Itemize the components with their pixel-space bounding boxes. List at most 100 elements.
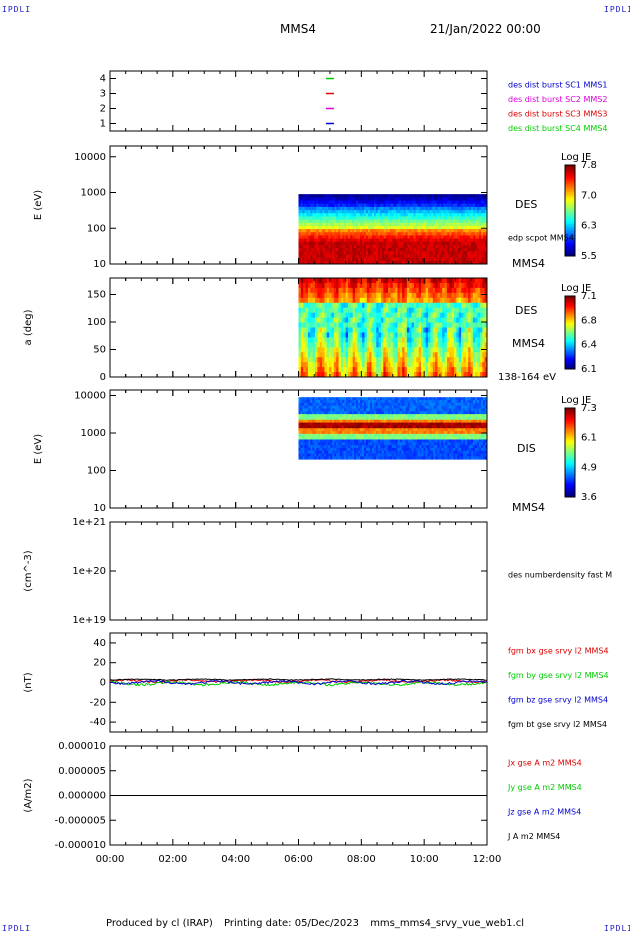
- spectrogram-cell: [469, 219, 472, 224]
- spectrogram-cell: [454, 307, 457, 314]
- spectrogram-cell: [423, 278, 427, 284]
- spectrogram-cell: [415, 238, 418, 243]
- spectrogram-cell: [430, 357, 434, 363]
- spectrogram-cell: [358, 219, 361, 224]
- spectrogram-cell: [308, 453, 311, 457]
- spectrogram-cell: [376, 352, 380, 358]
- spectrogram-cell: [369, 317, 372, 323]
- spectrogram-cell: [324, 445, 327, 449]
- spectrogram-cell: [451, 241, 454, 246]
- spectrogram-cell: [484, 342, 488, 348]
- spectrogram-cell: [468, 317, 471, 323]
- spectrogram-cell: [361, 402, 365, 407]
- spectrogram-cell: [363, 225, 367, 230]
- spectrogram-cell: [399, 206, 403, 211]
- spectrogram-cell: [407, 206, 411, 211]
- spectrogram-cell: [385, 302, 389, 309]
- des-energy-y-tick-label: 10000: [74, 152, 106, 163]
- spectrogram-cell: [324, 337, 328, 343]
- spectrogram-cell: [475, 357, 478, 363]
- spectrogram-cell: [364, 317, 368, 323]
- spectrogram-cell: [333, 292, 337, 299]
- spectrogram-cell: [318, 244, 321, 249]
- spectrogram-cell: [375, 241, 379, 246]
- spectrogram-cell: [376, 307, 380, 314]
- spectrogram-cell: [305, 362, 309, 368]
- spectrogram-cell: [430, 307, 434, 314]
- spectrogram-cell: [485, 229, 488, 233]
- spectrogram-cell: [453, 203, 456, 208]
- spectrogram-cell: [421, 337, 424, 343]
- spectrogram-cell: [387, 241, 391, 246]
- spectrogram-cell: [343, 367, 347, 373]
- spectrogram-cell: [401, 200, 405, 205]
- spectrogram-cell: [328, 428, 331, 432]
- spectrogram-cell: [369, 213, 373, 217]
- spectrogram-cell: [316, 402, 319, 407]
- spectrogram-cell: [427, 254, 430, 259]
- spectrogram-cell: [324, 422, 327, 426]
- spectrogram-cell: [308, 197, 311, 201]
- spectrogram-cell: [458, 372, 462, 378]
- spectrogram-cell: [352, 367, 356, 373]
- spectrogram-cell: [417, 241, 420, 246]
- spectrogram-cell: [376, 362, 380, 368]
- spectrogram-cell: [465, 292, 469, 299]
- spectrogram-cell: [363, 402, 367, 407]
- spectrogram-cell: [399, 244, 403, 249]
- spectrogram-cell: [344, 445, 347, 449]
- spectrogram-cell: [387, 244, 391, 249]
- spectrogram-cell: [427, 232, 430, 236]
- spectrogram-cell: [435, 248, 438, 252]
- spectrogram-cell: [308, 203, 311, 208]
- spectrogram-cell: [308, 251, 311, 255]
- spectrogram-cell: [451, 194, 454, 198]
- spectrogram-cell: [391, 200, 395, 205]
- colorbar-cell: [565, 337, 575, 341]
- spectrogram-cell: [373, 322, 377, 328]
- spectrogram-cell: [443, 213, 446, 217]
- spectrogram-cell: [399, 200, 403, 205]
- spectrogram-cell: [402, 337, 405, 343]
- spectrogram-cell: [304, 200, 307, 205]
- spectrogram-cell: [336, 235, 339, 239]
- spectrogram-cell: [471, 219, 474, 224]
- spectrogram-cell: [298, 194, 301, 198]
- spectrogram-cell: [360, 419, 363, 423]
- spectrogram-cell: [417, 200, 420, 205]
- spectrogram-cell: [303, 362, 306, 368]
- spectrogram-cell: [326, 337, 330, 343]
- spectrogram-cell: [421, 297, 424, 304]
- spectrogram-cell: [407, 197, 411, 201]
- spectrogram-cell: [413, 197, 416, 201]
- spectrogram-cell: [447, 194, 450, 198]
- spectrogram-cell: [334, 422, 337, 426]
- spectrogram-cell: [481, 232, 484, 236]
- spectrogram-cell: [442, 367, 445, 373]
- spectrogram-cell: [463, 257, 466, 262]
- spectrogram-cell: [322, 450, 325, 454]
- spectrogram-cell: [379, 200, 383, 205]
- spectrogram-cell: [468, 322, 471, 328]
- spectrogram-cell: [334, 241, 337, 246]
- spectrogram-cell: [373, 254, 377, 259]
- spectrogram-cell: [348, 222, 351, 227]
- spectrogram-cell: [446, 327, 450, 333]
- spectrogram-cell: [352, 232, 355, 236]
- spectrogram-cell: [340, 222, 343, 227]
- spectrogram-cell: [397, 251, 401, 255]
- spectrogram-cell: [393, 244, 397, 249]
- spectrogram-cell: [418, 322, 422, 328]
- spectrogram-cell: [352, 414, 355, 418]
- spectrogram-cell: [354, 416, 357, 421]
- spectrogram-cell: [340, 248, 343, 252]
- spectrogram-cell: [407, 216, 411, 220]
- spectrogram-cell: [310, 367, 314, 373]
- spectrogram-cell: [401, 241, 405, 246]
- spectrogram-cell: [340, 238, 343, 243]
- spectrogram-cell: [326, 428, 329, 432]
- spectrogram-cell: [300, 367, 304, 373]
- spectrogram-cell: [477, 197, 480, 201]
- spectrogram-cell: [391, 254, 395, 259]
- spectrogram-cell: [318, 453, 321, 457]
